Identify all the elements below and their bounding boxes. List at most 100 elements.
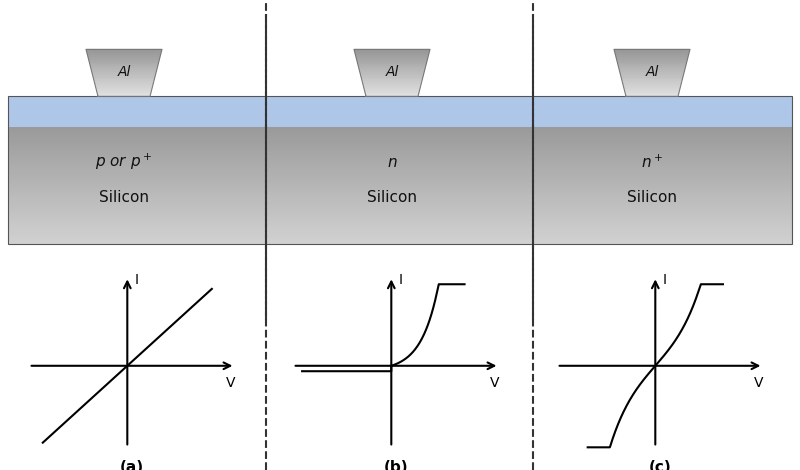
Bar — [359, 68, 425, 70]
Text: Silicon: Silicon — [99, 190, 149, 205]
Bar — [8, 133, 792, 135]
Bar — [93, 76, 155, 78]
Bar — [8, 147, 792, 149]
Text: Al: Al — [646, 65, 658, 79]
Bar — [8, 221, 792, 223]
Bar — [361, 74, 423, 76]
Bar — [8, 145, 792, 147]
Bar — [366, 93, 418, 94]
Bar — [8, 137, 792, 139]
Bar — [96, 87, 152, 89]
Bar — [362, 76, 422, 78]
Text: (c): (c) — [649, 460, 671, 470]
Bar — [89, 59, 159, 61]
Bar — [8, 217, 792, 219]
Bar — [618, 63, 686, 64]
Bar — [87, 53, 161, 55]
Text: V: V — [226, 376, 235, 390]
Bar — [8, 129, 792, 131]
Bar — [90, 61, 158, 63]
Bar — [360, 70, 424, 72]
Text: (a): (a) — [120, 460, 144, 470]
Bar — [8, 219, 792, 221]
Bar — [618, 64, 686, 66]
Bar — [8, 139, 792, 141]
Bar — [363, 85, 421, 87]
Bar — [8, 180, 792, 182]
Text: Al: Al — [386, 65, 398, 79]
Bar — [8, 199, 792, 201]
Bar — [8, 162, 792, 164]
Bar — [623, 83, 681, 85]
Bar — [620, 70, 684, 72]
Bar — [8, 158, 792, 160]
Bar — [358, 64, 426, 66]
Bar — [8, 201, 792, 204]
Bar — [94, 81, 154, 83]
Bar — [8, 223, 792, 225]
Bar — [614, 49, 690, 51]
Bar — [91, 68, 157, 70]
Text: (b): (b) — [384, 460, 408, 470]
Bar — [8, 241, 792, 243]
Bar — [8, 160, 792, 162]
Bar — [8, 233, 792, 235]
Bar — [8, 188, 792, 189]
Bar — [88, 55, 160, 57]
Bar — [621, 74, 683, 76]
Bar — [619, 68, 685, 70]
Bar — [625, 91, 679, 93]
Bar — [626, 94, 678, 96]
Bar — [8, 204, 792, 205]
Bar — [354, 49, 430, 51]
Bar — [366, 94, 418, 96]
Bar — [8, 96, 792, 244]
Bar — [358, 61, 426, 63]
Text: I: I — [135, 274, 139, 287]
Bar — [8, 186, 792, 188]
Bar — [8, 205, 792, 207]
Bar — [624, 85, 681, 87]
Bar — [356, 55, 428, 57]
Bar — [622, 79, 682, 81]
Bar — [8, 192, 792, 194]
Bar — [8, 213, 792, 215]
Bar — [8, 131, 792, 133]
Bar — [98, 94, 150, 96]
Bar — [93, 74, 155, 76]
Bar — [96, 85, 152, 87]
Bar — [90, 64, 158, 66]
Bar — [94, 78, 154, 79]
Bar — [357, 59, 427, 61]
Bar — [8, 96, 792, 127]
Bar — [97, 91, 151, 93]
Bar — [8, 215, 792, 217]
Bar — [362, 78, 422, 79]
Bar — [91, 66, 158, 68]
Text: $n$: $n$ — [386, 155, 398, 170]
Bar — [8, 196, 792, 197]
Bar — [355, 53, 429, 55]
Bar — [8, 164, 792, 166]
Bar — [8, 197, 792, 199]
Bar — [355, 51, 429, 53]
Bar — [8, 135, 792, 137]
Bar — [8, 211, 792, 213]
Bar — [8, 194, 792, 196]
Bar — [362, 81, 422, 83]
Bar — [615, 51, 689, 53]
Bar — [95, 83, 153, 85]
Bar — [98, 93, 150, 94]
Bar — [8, 209, 792, 211]
Bar — [358, 66, 426, 68]
Bar — [94, 79, 154, 81]
Bar — [362, 79, 422, 81]
Bar — [615, 53, 689, 55]
Bar — [8, 189, 792, 192]
Bar — [626, 93, 678, 94]
Bar — [8, 236, 792, 239]
Text: Al: Al — [118, 65, 130, 79]
Bar — [8, 142, 792, 145]
Bar — [90, 63, 158, 64]
Bar — [8, 243, 792, 244]
